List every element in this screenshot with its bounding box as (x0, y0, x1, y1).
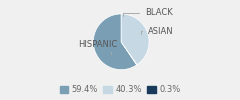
Text: HISPANIC: HISPANIC (78, 40, 117, 54)
Wedge shape (121, 42, 137, 65)
Legend: 59.4%, 40.3%, 0.3%: 59.4%, 40.3%, 0.3% (56, 82, 184, 98)
Wedge shape (93, 14, 137, 70)
Wedge shape (121, 14, 149, 65)
Text: ASIAN: ASIAN (141, 27, 173, 36)
Text: BLACK: BLACK (123, 8, 173, 17)
